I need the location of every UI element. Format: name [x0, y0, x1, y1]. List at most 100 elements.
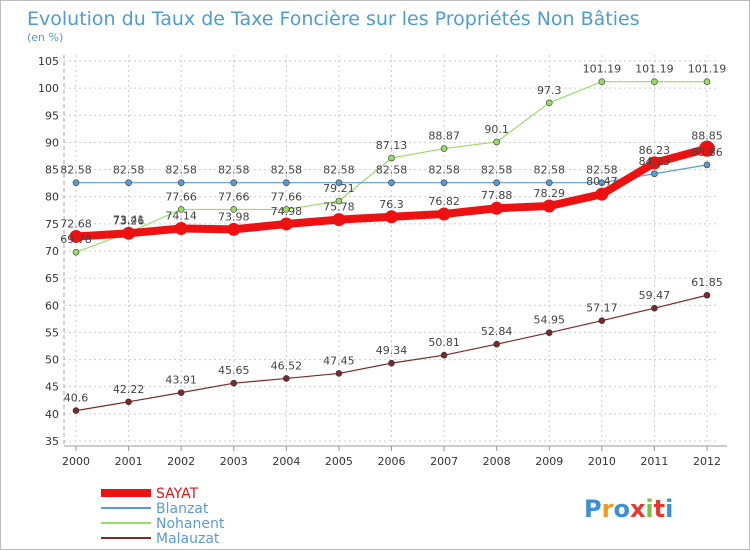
data-point-blanzat — [125, 179, 132, 187]
data-label-sayat: 73.26 — [113, 214, 145, 227]
legend-label-nohanent: Nohanent — [156, 516, 225, 532]
x-tick-label: 2005 — [325, 455, 353, 468]
y-tick-label: 95 — [45, 109, 59, 122]
data-label-malauzat: 54.95 — [534, 314, 566, 327]
x-tick-label: 2011 — [640, 455, 668, 468]
data-label-blanzat: 82.58 — [271, 164, 303, 177]
data-point-blanzat — [335, 179, 343, 187]
data-point-nohanent — [335, 197, 343, 205]
data-point-blanzat — [283, 179, 290, 187]
data-point-malauzat — [72, 407, 80, 414]
data-point-nohanent — [651, 78, 658, 85]
data-label-sayat: 74.98 — [271, 205, 303, 218]
data-label-sayat: 78.29 — [534, 187, 566, 200]
data-point-sayat — [122, 226, 136, 240]
data-point-blanzat — [545, 179, 553, 187]
legend-label-sayat: SAYAT — [156, 486, 199, 502]
x-tick-label: 2010 — [588, 455, 616, 468]
y-tick-label: 80 — [45, 191, 59, 204]
data-label-blanzat: 82.58 — [218, 164, 250, 177]
data-point-blanzat — [72, 179, 80, 187]
data-label-malauzat: 45.65 — [218, 364, 250, 377]
data-label-nohanent: 101.19 — [635, 63, 674, 76]
y-tick-label: 65 — [45, 272, 59, 285]
data-label-blanzat: 82.58 — [586, 164, 618, 177]
data-point-sayat — [332, 213, 346, 227]
data-label-nohanent: 101.19 — [688, 63, 727, 76]
data-label-malauzat: 52.84 — [481, 325, 513, 338]
data-point-nohanent — [598, 78, 606, 85]
x-tick-label: 2000 — [62, 455, 90, 468]
data-label-malauzat: 40.6 — [64, 392, 89, 405]
data-point-nohanent — [230, 206, 238, 213]
data-point-nohanent — [703, 78, 711, 85]
data-label-blanzat: 82.58 — [113, 164, 145, 177]
data-point-malauzat — [125, 398, 132, 406]
data-label-nohanent: 69.78 — [60, 233, 92, 246]
data-label-nohanent: 77.66 — [218, 190, 250, 203]
y-tick-label: 90 — [45, 136, 59, 149]
data-point-sayat — [595, 187, 609, 201]
x-tick-label: 2002 — [167, 455, 195, 468]
data-label-blanzat: 84.23 — [639, 155, 671, 168]
data-label-sayat: 73.98 — [218, 210, 250, 223]
data-label-blanzat: 82.58 — [481, 164, 513, 177]
x-tick-label: 2001 — [115, 455, 143, 468]
data-point-sayat — [279, 217, 293, 231]
x-tick-label: 2003 — [220, 455, 248, 468]
data-label-blanzat: 82.58 — [376, 164, 408, 177]
data-label-nohanent: 88.87 — [428, 130, 460, 143]
data-point-nohanent — [72, 248, 80, 256]
x-tick-label: 2009 — [535, 455, 563, 468]
data-label-nohanent: 73.41 — [113, 213, 145, 226]
data-label-nohanent: 77.66 — [165, 190, 197, 203]
legend-label-malauzat: Malauzat — [156, 531, 220, 547]
data-point-blanzat — [493, 179, 500, 187]
data-label-sayat: 72.68 — [60, 217, 92, 230]
data-point-sayat — [174, 222, 188, 236]
data-label-blanzat: 82.58 — [60, 164, 92, 177]
data-label-malauzat: 50.81 — [428, 336, 460, 349]
data-point-blanzat — [440, 179, 448, 187]
data-label-malauzat: 46.52 — [271, 359, 303, 372]
data-label-blanzat: 82.58 — [534, 164, 566, 177]
data-label-nohanent: 90.1 — [484, 123, 509, 136]
y-tick-label: 70 — [45, 245, 59, 258]
data-point-malauzat — [388, 359, 395, 367]
data-label-blanzat: 82.58 — [165, 164, 197, 177]
data-label-nohanent: 101.19 — [583, 63, 622, 76]
data-label-malauzat: 43.91 — [165, 374, 197, 387]
data-point-malauzat — [283, 375, 290, 382]
y-tick-label: 100 — [38, 82, 59, 95]
data-point-blanzat — [388, 179, 395, 187]
data-point-malauzat — [230, 379, 238, 387]
y-tick-label: 55 — [45, 326, 59, 339]
data-point-blanzat — [651, 170, 658, 178]
x-tick-label: 2008 — [483, 455, 511, 468]
data-point-blanzat — [598, 179, 606, 187]
logo-text: Proxiti — [584, 495, 673, 523]
data-label-malauzat: 47.45 — [323, 354, 355, 367]
data-point-blanzat — [230, 179, 238, 187]
axis-layer: 35 40 45 50 55 60 65 70 75 80 85 90 95 100 105 2000 2001… — [38, 55, 727, 468]
data-label-nohanent: 97.3 — [537, 84, 562, 97]
data-point-sayat — [542, 199, 556, 213]
data-point-sayat — [437, 207, 451, 221]
y-tick-label: 105 — [38, 55, 59, 68]
data-label-sayat: 76.82 — [428, 195, 460, 208]
x-tick-label: 2012 — [693, 455, 721, 468]
data-point-nohanent — [545, 99, 553, 107]
data-point-malauzat — [177, 389, 185, 396]
data-point-nohanent — [283, 206, 290, 213]
proxiti-logo: Proxiti — [584, 495, 673, 523]
y-tick-label: 85 — [45, 164, 59, 177]
data-point-blanzat — [703, 161, 711, 169]
x-tick-label: 2006 — [378, 455, 406, 468]
data-label-sayat: 75.78 — [323, 201, 355, 214]
y-tick-label: 45 — [45, 381, 59, 394]
data-label-malauzat: 61.85 — [691, 276, 723, 289]
data-label-nohanent: 79.21 — [323, 182, 355, 195]
